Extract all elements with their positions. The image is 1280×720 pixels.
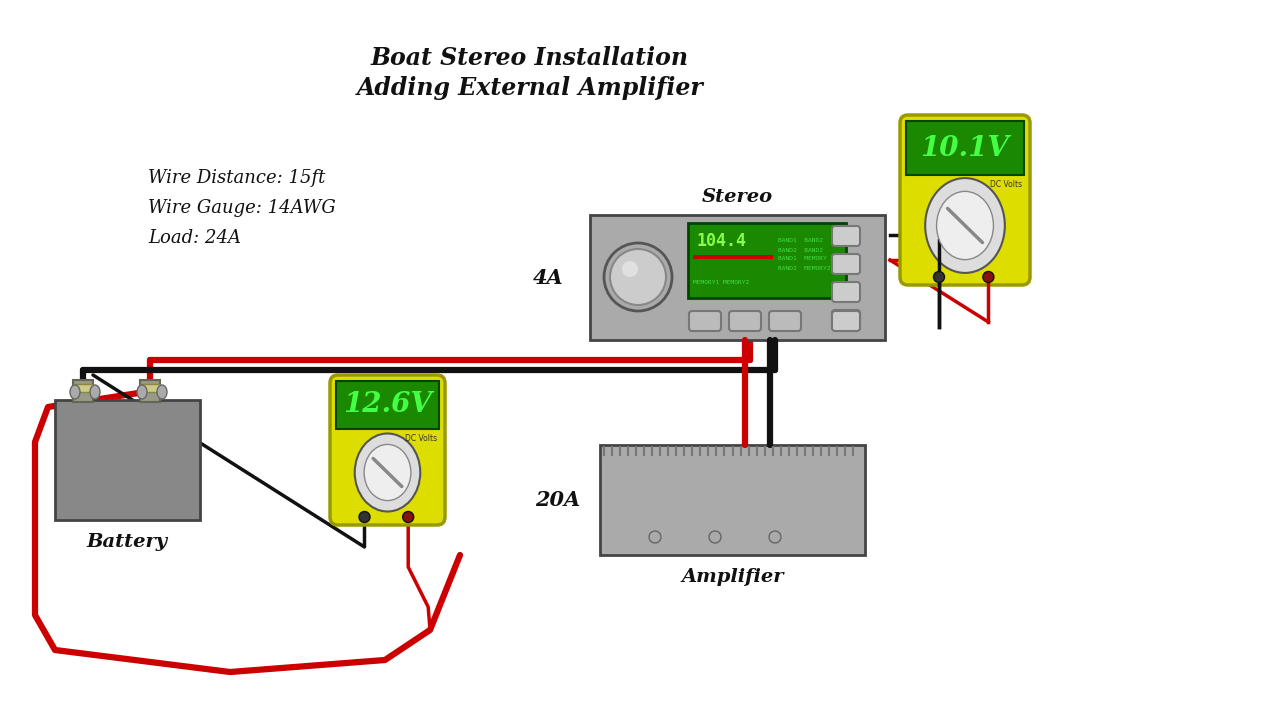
Text: Wire Gauge: 14AWG: Wire Gauge: 14AWG: [148, 199, 335, 217]
FancyBboxPatch shape: [590, 215, 884, 340]
Text: BAND1  MEMORY: BAND1 MEMORY: [778, 256, 827, 261]
Text: Amplifier: Amplifier: [681, 568, 783, 586]
FancyBboxPatch shape: [330, 375, 445, 525]
FancyBboxPatch shape: [730, 311, 762, 331]
Text: Battery: Battery: [87, 533, 168, 551]
Text: BAND2  MEMORY2: BAND2 MEMORY2: [778, 266, 831, 271]
Text: Boat Stereo Installation: Boat Stereo Installation: [371, 46, 689, 70]
Text: DC Volts: DC Volts: [989, 180, 1021, 189]
Circle shape: [358, 511, 370, 523]
FancyBboxPatch shape: [140, 384, 160, 392]
Text: Stereo: Stereo: [701, 188, 773, 206]
FancyBboxPatch shape: [832, 311, 860, 331]
FancyBboxPatch shape: [140, 380, 160, 402]
FancyBboxPatch shape: [900, 115, 1030, 285]
Circle shape: [649, 531, 660, 543]
Ellipse shape: [90, 385, 100, 399]
Text: BAND1  BAND2: BAND1 BAND2: [778, 238, 823, 243]
Ellipse shape: [137, 385, 147, 399]
FancyBboxPatch shape: [692, 255, 773, 259]
Ellipse shape: [157, 385, 166, 399]
Text: 20A: 20A: [535, 490, 581, 510]
Circle shape: [622, 261, 637, 277]
Text: 104.4: 104.4: [696, 232, 746, 250]
FancyBboxPatch shape: [832, 282, 860, 302]
Circle shape: [604, 243, 672, 311]
Text: Adding External Amplifier: Adding External Amplifier: [357, 76, 704, 100]
Ellipse shape: [937, 192, 993, 260]
FancyBboxPatch shape: [832, 310, 860, 330]
Circle shape: [933, 271, 945, 282]
Text: 4A: 4A: [532, 268, 563, 287]
Circle shape: [611, 249, 666, 305]
FancyBboxPatch shape: [55, 400, 200, 520]
Text: DC Volts: DC Volts: [404, 434, 436, 443]
Text: BAND2  BAND2: BAND2 BAND2: [778, 248, 823, 253]
Text: 10.1V: 10.1V: [920, 135, 1010, 161]
FancyBboxPatch shape: [832, 226, 860, 246]
Circle shape: [403, 511, 413, 523]
FancyBboxPatch shape: [832, 254, 860, 274]
FancyBboxPatch shape: [73, 380, 93, 402]
FancyBboxPatch shape: [906, 121, 1024, 175]
Text: Load: 24A: Load: 24A: [148, 229, 241, 247]
FancyBboxPatch shape: [335, 381, 439, 429]
FancyBboxPatch shape: [600, 445, 865, 555]
Ellipse shape: [364, 444, 411, 500]
Circle shape: [983, 271, 993, 282]
FancyBboxPatch shape: [689, 311, 721, 331]
Text: 12.6V: 12.6V: [343, 392, 431, 418]
Circle shape: [709, 531, 721, 543]
Ellipse shape: [355, 433, 420, 511]
FancyBboxPatch shape: [73, 384, 93, 392]
Text: Wire Distance: 15ft: Wire Distance: 15ft: [148, 169, 325, 187]
Ellipse shape: [925, 178, 1005, 273]
Text: MEMORY1 MEMORY2: MEMORY1 MEMORY2: [692, 281, 749, 286]
FancyBboxPatch shape: [769, 311, 801, 331]
Ellipse shape: [70, 385, 79, 399]
FancyBboxPatch shape: [689, 223, 846, 298]
Circle shape: [769, 531, 781, 543]
